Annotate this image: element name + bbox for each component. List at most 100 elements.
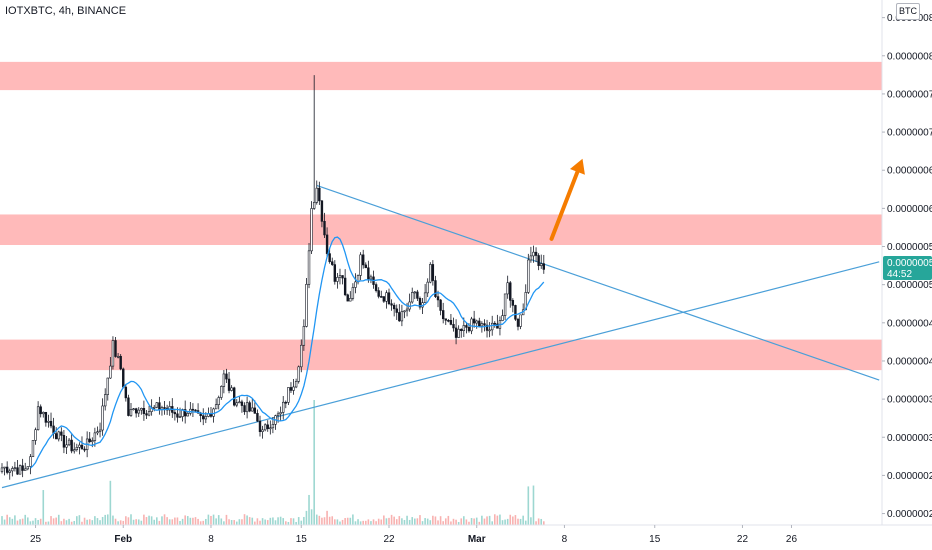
volume-bar [21,518,24,525]
volume-bar [367,519,370,525]
volume-bar [339,521,341,525]
volume-bar [310,509,313,525]
volume-bar [530,517,532,525]
volume-bar [465,519,468,525]
candle-body [227,378,231,391]
volume-bar [127,517,130,525]
volume-bar [99,520,101,525]
volume-bar [223,521,225,525]
candle-body [140,408,143,411]
volume-bar [109,480,112,525]
volume-bar [364,520,367,525]
volume-bar [385,518,388,525]
candle-body [411,292,414,303]
volume-bar [246,515,248,525]
candle-body [305,283,308,327]
candle-body [243,405,246,413]
time-tick-label: Feb [114,534,132,545]
candle-body [70,439,73,452]
candle-body [60,431,63,436]
candle-body [367,267,370,280]
candle-body [364,264,367,269]
candle-body [516,318,520,327]
volume-bar [380,519,383,525]
candle-body [21,465,24,471]
candle-body [527,259,530,293]
volume-bar [57,514,60,525]
volume-bar [19,519,21,525]
volume-bar [323,517,326,525]
candle-body [359,254,362,276]
currency-badge[interactable]: BTC [896,3,920,20]
candle-body [436,296,440,301]
candle-body [289,387,293,391]
candle-body [3,466,6,469]
candle-body [256,413,259,422]
volume-bar [168,519,171,525]
volume-bar [186,516,189,525]
time-tick-label: 15 [649,534,661,545]
volume-bar [499,514,501,525]
candle-body [245,402,249,413]
volume-bar [184,515,186,525]
volume-bar [122,520,125,525]
candle-body [124,386,128,399]
candle-body [153,406,156,409]
volume-bar [524,520,527,525]
candle-body [194,409,197,412]
volume-bar [331,516,334,525]
candle-body [147,411,151,416]
candle-body [328,253,331,263]
volume-bar [256,518,259,525]
candle-body [426,281,429,294]
candle-body [127,397,130,416]
candle-body [73,449,76,452]
candle-body [266,424,269,429]
candle-body [483,323,486,326]
volume-bar [243,514,246,525]
volume-bar [328,516,331,525]
candle-body [338,275,342,278]
candle-body [302,326,306,346]
arrow-layer [549,158,585,241]
candle-body [101,405,104,431]
volume-bar [287,521,290,525]
candle-body [503,293,507,316]
volume-bar [29,521,32,525]
candle-body [449,320,453,325]
volume-bar [78,515,81,525]
candle-body [403,310,406,313]
volume-bar [411,517,414,525]
volume-bar [248,517,251,525]
candle-body [441,310,445,320]
moving-average-line [29,236,545,469]
candle-body [307,250,311,285]
candle-body [496,323,499,329]
volume-bar [442,521,444,525]
candle-body [382,296,386,302]
volume-bar [421,521,424,525]
candle-body [31,440,35,458]
volume-bar [424,518,426,525]
volume-bar [383,515,385,525]
volume-bar [269,517,272,525]
volume-bar [388,517,390,525]
volume-bar [393,516,395,525]
candle-body [57,431,60,440]
volume-bar [470,518,473,525]
volume-bar [70,521,73,525]
volume-bar [104,514,106,525]
candle-body [98,429,102,433]
candle-body [452,324,455,329]
volume-bar [493,514,496,525]
volume-bar [398,516,401,525]
volume-bar [94,516,96,525]
volume-bar [334,519,336,525]
candle-body [462,325,466,332]
candle-body [349,298,352,302]
candle-body [390,303,393,306]
candle-body [331,261,334,265]
